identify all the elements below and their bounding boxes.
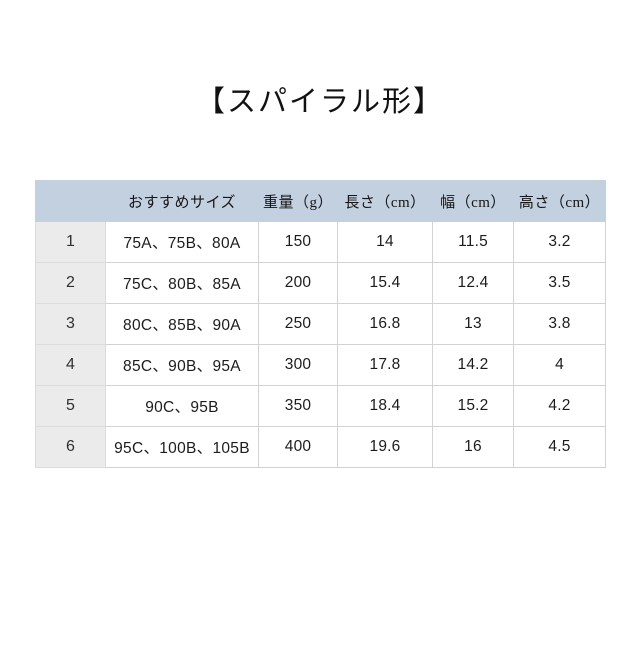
cell-size: 80C、85B、90A [105,303,259,345]
cell-height: 4.2 [513,385,606,427]
table-header-row: おすすめサイズ 重量（g） 長さ（cm） 幅（cm） 高さ（cm） [35,180,606,222]
cell-height: 3.5 [513,262,606,304]
size-table-container: おすすめサイズ 重量（g） 長さ（cm） 幅（cm） 高さ（cm） 1 75A、… [35,180,606,468]
cell-index: 3 [35,303,106,345]
cell-width: 14.2 [432,344,514,386]
cell-height: 4.5 [513,426,606,468]
cell-length: 19.6 [337,426,433,468]
cell-length: 14 [337,221,433,263]
cell-size: 75C、80B、85A [105,262,259,304]
cell-length: 16.8 [337,303,433,345]
table-row: 3 80C、85B、90A 250 16.8 13 3.8 [35,303,606,345]
table-row: 4 85C、90B、95A 300 17.8 14.2 4 [35,344,606,386]
cell-weight: 200 [258,262,338,304]
cell-size: 75A、75B、80A [105,221,259,263]
cell-length: 15.4 [337,262,433,304]
cell-index: 6 [35,426,106,468]
cell-weight: 300 [258,344,338,386]
cell-width: 16 [432,426,514,468]
cell-weight: 150 [258,221,338,263]
cell-height: 3.2 [513,221,606,263]
page-title: 【スパイラル形】 [195,86,444,118]
column-header-weight: 重量（g） [258,180,338,222]
size-specification-table: おすすめサイズ 重量（g） 長さ（cm） 幅（cm） 高さ（cm） 1 75A、… [35,180,606,468]
cell-height: 4 [513,344,606,386]
cell-length: 18.4 [337,385,433,427]
cell-index: 2 [35,262,106,304]
table-row: 5 90C、95B 350 18.4 15.2 4.2 [35,385,606,427]
cell-height: 3.8 [513,303,606,345]
table-row: 1 75A、75B、80A 150 14 11.5 3.2 [35,221,606,263]
cell-width: 13 [432,303,514,345]
cell-weight: 250 [258,303,338,345]
cell-weight: 350 [258,385,338,427]
cell-width: 11.5 [432,221,514,263]
table-row: 6 95C、100B、105B 400 19.6 16 4.5 [35,426,606,468]
cell-width: 12.4 [432,262,514,304]
column-header-recommended-size: おすすめサイズ [105,180,259,222]
cell-length: 17.8 [337,344,433,386]
cell-size: 90C、95B [105,385,259,427]
cell-index: 5 [35,385,106,427]
column-header-index [35,180,106,222]
column-header-length: 長さ（cm） [337,180,433,222]
table-header: おすすめサイズ 重量（g） 長さ（cm） 幅（cm） 高さ（cm） [35,180,606,222]
cell-size: 95C、100B、105B [105,426,259,468]
column-header-height: 高さ（cm） [513,180,606,222]
cell-size: 85C、90B、95A [105,344,259,386]
cell-weight: 400 [258,426,338,468]
table-row: 2 75C、80B、85A 200 15.4 12.4 3.5 [35,262,606,304]
column-header-width: 幅（cm） [432,180,514,222]
cell-index: 4 [35,344,106,386]
cell-width: 15.2 [432,385,514,427]
table-body: 1 75A、75B、80A 150 14 11.5 3.2 2 75C、80B、… [35,221,606,468]
cell-index: 1 [35,221,106,263]
